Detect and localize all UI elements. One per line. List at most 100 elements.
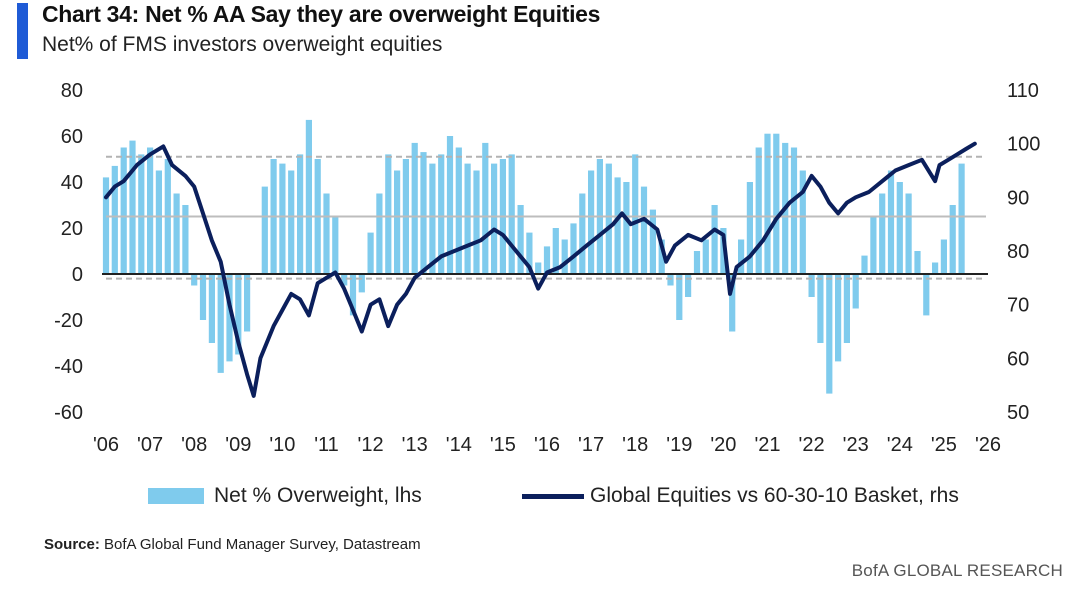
bar-0 xyxy=(102,177,110,274)
legend: Net % Overweight, lhs Global Equities vs… xyxy=(0,484,1080,514)
chart-subtitle: Net% of FMS investors overweight equitie… xyxy=(42,33,443,56)
x-tick-label: '08 xyxy=(181,434,207,456)
y-left-tick-label: 40 xyxy=(61,172,83,194)
bar-49 xyxy=(535,262,542,274)
bar-15 xyxy=(235,274,242,355)
bar-23 xyxy=(305,119,312,275)
bar-2 xyxy=(120,147,127,274)
bar-62 xyxy=(649,209,656,274)
bar-80 xyxy=(808,274,815,297)
bar-58 xyxy=(614,177,621,274)
bar-41 xyxy=(464,163,471,274)
bar-46 xyxy=(508,154,515,274)
y-left-tick-label: -20 xyxy=(54,310,83,332)
source-label: Source: xyxy=(44,536,100,553)
bar-26 xyxy=(332,216,339,274)
y-right-tick-label: 70 xyxy=(1007,295,1029,317)
bar-87 xyxy=(870,216,877,274)
brand-label: BofA GLOBAL RESEARCH xyxy=(851,561,1063,580)
bar-50 xyxy=(543,246,551,274)
bar-1 xyxy=(111,165,118,274)
bar-96 xyxy=(949,205,956,274)
bar-43 xyxy=(482,142,489,274)
x-tick-label: '13 xyxy=(402,434,428,456)
bar-94 xyxy=(932,262,939,274)
bar-69 xyxy=(711,205,718,274)
y-right-tick-label: 50 xyxy=(1007,402,1029,424)
bar-16 xyxy=(244,274,251,332)
bar-66 xyxy=(685,274,692,297)
bar-27 xyxy=(341,274,348,286)
bar-8 xyxy=(173,193,180,274)
x-tick-label: '21 xyxy=(754,434,780,456)
bar-93 xyxy=(923,274,930,316)
x-tick-label: '12 xyxy=(358,434,384,456)
bar-32 xyxy=(385,154,392,274)
x-tick-label: '06 xyxy=(93,434,119,456)
bar-22 xyxy=(297,154,304,274)
x-tick-label: '25 xyxy=(931,434,957,456)
x-tick-label: '07 xyxy=(137,434,163,456)
bar-55 xyxy=(588,170,595,274)
bar-52 xyxy=(561,239,568,274)
x-tick-label: '09 xyxy=(225,434,251,456)
x-tick-label: '14 xyxy=(446,434,472,456)
bar-86 xyxy=(861,255,868,274)
x-tick-label: '20 xyxy=(710,434,736,456)
bar-90 xyxy=(896,182,903,274)
bar-76 xyxy=(773,133,780,274)
bar-68 xyxy=(702,239,709,274)
bar-29 xyxy=(358,274,365,293)
bar-12 xyxy=(208,274,215,343)
bar-73 xyxy=(746,182,753,274)
bar-61 xyxy=(640,186,648,274)
bar-13 xyxy=(217,274,224,373)
bar-74 xyxy=(755,147,762,274)
bar-30 xyxy=(367,232,374,274)
bar-9 xyxy=(182,205,189,274)
legend-item-line: Global Equities vs 60-30-10 Basket, rhs xyxy=(522,484,959,508)
bar-84 xyxy=(843,274,850,343)
bar-59 xyxy=(623,182,630,274)
bar-47 xyxy=(517,205,524,274)
source-text: BofA Global Fund Manager Survey, Datastr… xyxy=(104,536,421,553)
bar-40 xyxy=(455,147,462,274)
bar-54 xyxy=(579,193,586,274)
y-right-tick-label: 60 xyxy=(1007,348,1029,370)
bar-25 xyxy=(323,193,330,274)
legend-label-bars: Net % Overweight, lhs xyxy=(214,484,422,507)
bar-33 xyxy=(394,170,401,274)
y-right-tick-label: 90 xyxy=(1007,187,1029,209)
x-tick-label: '11 xyxy=(314,434,339,456)
bar-36 xyxy=(420,152,427,274)
tick-labels: 80 60 40 20 0 -20 -40 -60 110 100 90 80 70 60 50 '06 '07… xyxy=(54,80,1040,456)
bar-79 xyxy=(799,170,806,274)
bar-10 xyxy=(191,274,198,286)
title-accent-bar xyxy=(17,3,28,59)
bar-3 xyxy=(129,140,136,274)
bar-53 xyxy=(570,223,577,274)
bar-35 xyxy=(411,142,418,274)
bar-31 xyxy=(376,193,383,274)
bar-44 xyxy=(491,163,498,274)
legend-item-bars: Net % Overweight, lhs xyxy=(148,484,422,508)
y-left-tick-label: -60 xyxy=(54,402,83,424)
bar-64 xyxy=(667,274,674,286)
x-tick-label: '10 xyxy=(269,434,295,456)
bar-91 xyxy=(905,193,912,274)
bar-39 xyxy=(446,136,454,274)
x-tick-label: '18 xyxy=(622,434,648,456)
bar-20 xyxy=(279,163,286,274)
x-tick-label: '16 xyxy=(534,434,560,456)
bar-4 xyxy=(138,154,145,274)
x-tick-label: '22 xyxy=(799,434,825,456)
bar-51 xyxy=(552,228,559,274)
y-left-tick-label: 20 xyxy=(61,218,83,240)
bar-18 xyxy=(261,186,268,274)
line-series-global-equities xyxy=(104,141,977,398)
bar-14 xyxy=(226,274,233,362)
bar-78 xyxy=(790,147,798,274)
y-right-tick-label: 110 xyxy=(1007,80,1039,102)
legend-swatch-line xyxy=(522,493,584,499)
x-tick-label: '17 xyxy=(578,434,604,456)
